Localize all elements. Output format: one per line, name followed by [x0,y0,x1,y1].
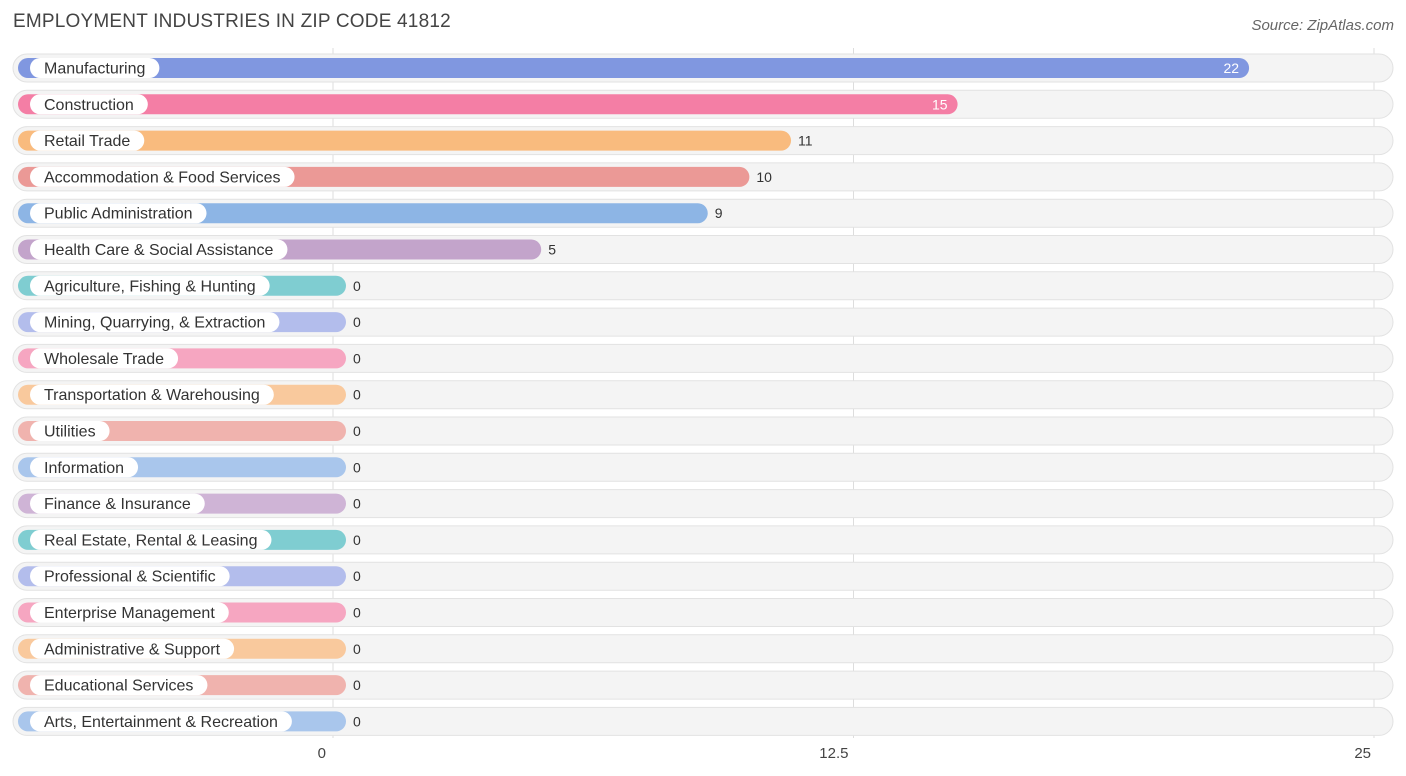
bar-label-pill-real-estate-rental-leasing [30,529,272,550]
bar-label-retail-trade: Retail Trade [44,133,130,150]
bar-value-wholesale-trade: 0 [353,350,361,366]
bar-value-real-estate-rental-leasing: 0 [353,532,361,548]
x-tick-label: 25 [1354,745,1371,762]
bar-value-retail-trade: 11 [798,133,813,149]
bar-label-pill-transportation-warehousing [30,384,274,405]
bar-label-pill-wholesale-trade [30,348,179,369]
bar-label-pill-administrative-support [30,638,235,659]
bar-track-arts-entertainment-recreation [12,706,1394,736]
bar-label-transportation-warehousing: Transportation & Warehousing [44,387,260,404]
chart-source: Source: ZipAtlas.com [1251,17,1394,34]
bar-label-finance-insurance: Finance & Insurance [44,496,191,513]
bar-label-pill-health-care-social-assistance [30,239,288,260]
bar-label-professional-scientific: Professional & Scientific [44,569,216,586]
bar-label-pill-accommodation-food-services [30,166,295,187]
bar-track-educational-services [12,670,1394,700]
bar-value-educational-services: 0 [353,677,361,693]
bar-label-pill-agriculture-fishing-hunting [30,275,270,296]
bar-value-manufacturing: 22 [1224,60,1240,76]
bar-track-real-estate-rental-leasing [12,525,1394,555]
bar-track-administrative-support [12,634,1394,664]
x-tick-label: 12.5 [819,745,848,762]
bar-label-arts-entertainment-recreation: Arts, Entertainment & Recreation [44,714,278,731]
x-tick-label: 0 [318,745,326,762]
bar-label-pill-finance-insurance [30,493,205,514]
bar-value-health-care-social-assistance: 5 [548,242,556,258]
chart-title: EMPLOYMENT INDUSTRIES IN ZIP CODE 41812 [13,11,451,32]
bar-track-wholesale-trade [12,343,1394,373]
bar-label-pill-manufacturing [30,58,160,78]
bar-label-manufacturing: Manufacturing [44,61,145,78]
bar-label-educational-services: Educational Services [44,678,193,695]
bar-track-professional-scientific [12,561,1394,591]
bar-value-information: 0 [353,459,361,475]
bar-label-pill-educational-services [30,675,208,696]
bar-track-enterprise-management [12,598,1394,627]
bar-label-pill-retail-trade [30,130,145,151]
bar-value-transportation-warehousing: 0 [353,387,361,403]
bar-value-utilities: 0 [353,423,361,439]
bar-label-information: Information [44,460,124,477]
bar-label-agriculture-fishing-hunting: Agriculture, Fishing & Hunting [44,278,256,295]
bar-label-enterprise-management: Enterprise Management [44,605,215,622]
bar-construction [18,94,958,115]
bar-track-finance-insurance [12,489,1394,519]
bar-label-pill-public-administration [30,203,207,224]
bar-value-accommodation-food-services: 10 [756,169,772,185]
bar-label-administrative-support: Administrative & Support [44,641,221,658]
bar-label-wholesale-trade: Wholesale Trade [44,351,164,368]
bar-label-pill-professional-scientific [30,566,230,587]
bar-label-pill-construction [30,94,148,115]
bar-value-mining-quarrying-extraction: 0 [353,314,361,330]
bar-value-administrative-support: 0 [353,641,361,657]
bar-value-agriculture-fishing-hunting: 0 [353,278,361,294]
bar-label-mining-quarrying-extraction: Mining, Quarrying, & Extraction [44,315,265,332]
bar-track-utilities [12,416,1394,446]
bar-value-enterprise-management: 0 [353,605,361,621]
bar-label-health-care-social-assistance: Health Care & Social Assistance [44,242,274,259]
bar-label-utilities: Utilities [44,424,96,441]
bar-label-public-administration: Public Administration [44,206,193,223]
bar-label-pill-information [30,457,139,478]
bar-value-public-administration: 9 [715,205,723,221]
bar-retail-trade [18,130,792,151]
bar-value-arts-entertainment-recreation: 0 [353,713,361,729]
bar-label-pill-mining-quarrying-extraction [30,312,280,333]
bar-label-pill-enterprise-management [30,602,229,623]
bar-value-construction: 15 [932,96,948,112]
bar-label-pill-arts-entertainment-recreation [30,711,292,732]
bar-value-finance-insurance: 0 [353,496,361,512]
bar-label-construction: Construction [44,97,134,114]
bar-label-real-estate-rental-leasing: Real Estate, Rental & Leasing [44,532,257,549]
bar-track-transportation-warehousing [12,380,1394,410]
bar-label-accommodation-food-services: Accommodation & Food Services [44,169,281,186]
bar-manufacturing [18,58,1250,78]
bar-track-information [12,452,1394,482]
bar-track-agriculture-fishing-hunting [12,271,1394,301]
bar-value-professional-scientific: 0 [353,568,361,584]
bar-label-pill-utilities [30,421,110,441]
bar-track-mining-quarrying-extraction [12,307,1394,337]
